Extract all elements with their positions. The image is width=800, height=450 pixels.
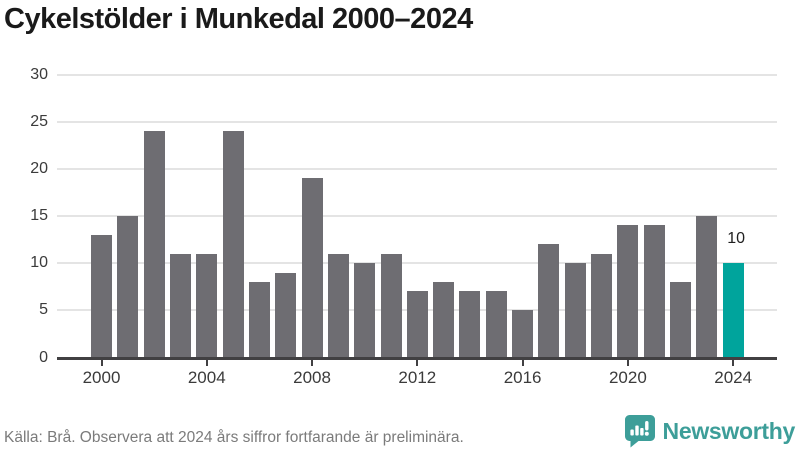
y-tick-label-25: 25 bbox=[30, 112, 48, 130]
x-axis-line bbox=[57, 356, 777, 360]
x-tick-label-2008: 2008 bbox=[293, 368, 331, 387]
bar-2022 bbox=[670, 282, 692, 358]
gridline-y-20 bbox=[57, 167, 777, 170]
bar-2018 bbox=[564, 263, 586, 358]
bar-2009 bbox=[327, 253, 349, 358]
bar-2008 bbox=[301, 178, 323, 358]
bar-2023 bbox=[696, 216, 718, 358]
y-tick-label-15: 15 bbox=[30, 207, 48, 224]
x-tick-label-2012: 2012 bbox=[398, 368, 437, 387]
newsworthy-wordmark: Newsworthy bbox=[662, 417, 796, 444]
bar-2021 bbox=[643, 225, 665, 358]
x-tick-label-2020: 2020 bbox=[608, 368, 647, 387]
bar-2003 bbox=[169, 253, 191, 358]
y-tick-label-0: 0 bbox=[39, 348, 48, 366]
y-tick-label-20: 20 bbox=[30, 159, 48, 177]
x-tick-2008 bbox=[311, 359, 314, 366]
gridline-y-10 bbox=[57, 262, 777, 265]
x-tick-2024 bbox=[732, 359, 735, 366]
x-tick-2020 bbox=[626, 359, 629, 366]
bar-2012 bbox=[406, 291, 428, 358]
gridline-y-30 bbox=[57, 73, 777, 76]
bar-2001 bbox=[117, 216, 139, 358]
x-tick-2016 bbox=[521, 359, 524, 366]
bar-2013 bbox=[433, 282, 455, 358]
x-tick-label-2004: 2004 bbox=[187, 368, 226, 387]
gridline-y-25 bbox=[57, 120, 777, 123]
bar-2014 bbox=[459, 291, 481, 358]
bar-2007 bbox=[275, 272, 297, 358]
bar-2010 bbox=[354, 263, 376, 358]
x-tick-label-2016: 2016 bbox=[503, 368, 542, 387]
y-tick-label-10: 10 bbox=[30, 254, 48, 272]
source-note: Källa: Brå. Observera att 2024 års siffr… bbox=[4, 429, 464, 446]
x-tick-label-2024: 2024 bbox=[714, 368, 753, 387]
bar-2002 bbox=[143, 131, 165, 358]
bar-2017 bbox=[538, 244, 560, 358]
bar-2015 bbox=[485, 291, 507, 358]
x-tick-2004 bbox=[205, 359, 208, 366]
newsworthy-logo: Newsworthy bbox=[624, 414, 795, 448]
bar-2019 bbox=[591, 253, 613, 358]
bar-2016 bbox=[512, 310, 534, 358]
gridline-y-15 bbox=[57, 215, 777, 217]
x-tick-2012 bbox=[416, 359, 419, 366]
x-tick-label-2000: 2000 bbox=[82, 368, 121, 387]
value-label-2024: 10 bbox=[727, 230, 746, 248]
bar-2024 bbox=[722, 263, 744, 358]
y-tick-label-30: 30 bbox=[30, 65, 48, 83]
bar-2005 bbox=[222, 131, 244, 358]
bar-2011 bbox=[380, 253, 402, 358]
bar-2006 bbox=[248, 282, 270, 358]
bar-2020 bbox=[617, 225, 639, 358]
bar-2004 bbox=[196, 253, 218, 358]
newsworthy-chart-bubble-icon bbox=[624, 415, 655, 448]
y-tick-label-5: 5 bbox=[39, 301, 48, 319]
chart-title: Cykelstölder i Munkedal 2000–2024 bbox=[4, 3, 473, 35]
bar-2000 bbox=[91, 234, 112, 358]
x-tick-2000 bbox=[100, 359, 103, 366]
